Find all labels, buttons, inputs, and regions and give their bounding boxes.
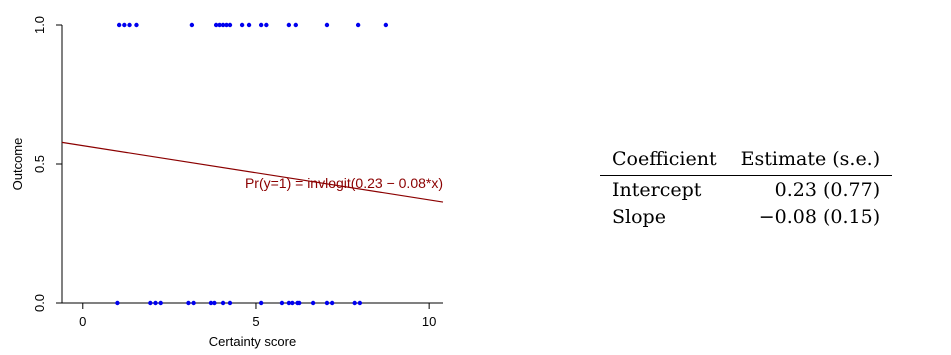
data-point (279, 300, 285, 306)
data-point (189, 22, 195, 28)
data-point (191, 300, 196, 306)
logistic-plot: 0.0 0.5 1.0 0 5 10 Pr(y=1) = invlogit(0.23 −… (10, 16, 444, 349)
data-point (227, 300, 233, 306)
header-coefficient: Coefficient (600, 146, 729, 176)
x-axis-label: Certainty score (209, 334, 296, 349)
data-point (220, 300, 226, 306)
row-intercept-estimate: 0.23 (0.77) (774, 179, 881, 201)
row-slope-name: Slope (612, 206, 666, 228)
data-point (224, 22, 229, 28)
data-points (115, 22, 389, 306)
x-tick-label: 10 (422, 314, 436, 329)
data-point (264, 22, 269, 28)
data-point (220, 22, 226, 28)
data-point (227, 22, 233, 28)
data-point (246, 22, 252, 28)
data-point (290, 300, 295, 306)
data-point (134, 22, 139, 28)
data-point (212, 300, 217, 306)
data-point (286, 22, 292, 28)
y-axis: 0.0 0.5 1.0 (32, 16, 62, 312)
data-point (324, 300, 330, 306)
data-point (258, 22, 264, 28)
data-point (213, 22, 219, 28)
x-axis: 0 5 10 (79, 303, 436, 329)
data-point (258, 300, 264, 306)
data-point (310, 300, 316, 306)
x-tick-label: 5 (252, 314, 259, 329)
data-point (297, 300, 302, 306)
data-point (158, 300, 163, 306)
data-point (352, 300, 357, 306)
plot-frame (61, 25, 443, 304)
data-point (383, 22, 389, 28)
data-point (116, 22, 122, 28)
data-point (239, 22, 245, 28)
y-tick-label: 1.0 (32, 16, 47, 34)
data-point (324, 22, 330, 28)
data-point (208, 300, 214, 306)
data-point (148, 300, 153, 306)
fit-equation-label: Pr(y=1) = invlogit(0.23 − 0.08*x) (245, 175, 443, 191)
data-point (217, 22, 222, 28)
table-header-row: Coefficient Estimate (s.e.) (600, 146, 893, 176)
fit-line-group: Pr(y=1) = invlogit(0.23 − 0.08*x) (61, 141, 444, 203)
y-axis-label: Outcome (10, 138, 25, 191)
data-point (355, 22, 361, 28)
coefficient-table: Coefficient Estimate (s.e.) Intercept 0.… (600, 146, 893, 230)
data-point (186, 300, 191, 306)
table-row: Intercept 0.23 (0.77) (600, 176, 892, 204)
y-tick-label: 0.5 (32, 155, 47, 173)
data-point (293, 22, 298, 28)
row-slope-estimate: −0.08 (0.15) (758, 206, 881, 228)
data-point (115, 300, 120, 306)
y-tick-label: 0.0 (32, 294, 47, 312)
table-row: Slope −0.08 (0.15) (600, 203, 892, 230)
fit-line (61, 141, 444, 203)
data-point (127, 22, 132, 28)
x-tick-label: 0 (79, 314, 86, 329)
row-intercept-name: Intercept (612, 179, 702, 201)
data-point (329, 300, 335, 306)
data-point (357, 300, 363, 306)
data-point (286, 300, 292, 306)
data-point (122, 22, 127, 28)
data-point (153, 300, 158, 306)
header-estimate: Estimate (s.e.) (728, 146, 893, 176)
